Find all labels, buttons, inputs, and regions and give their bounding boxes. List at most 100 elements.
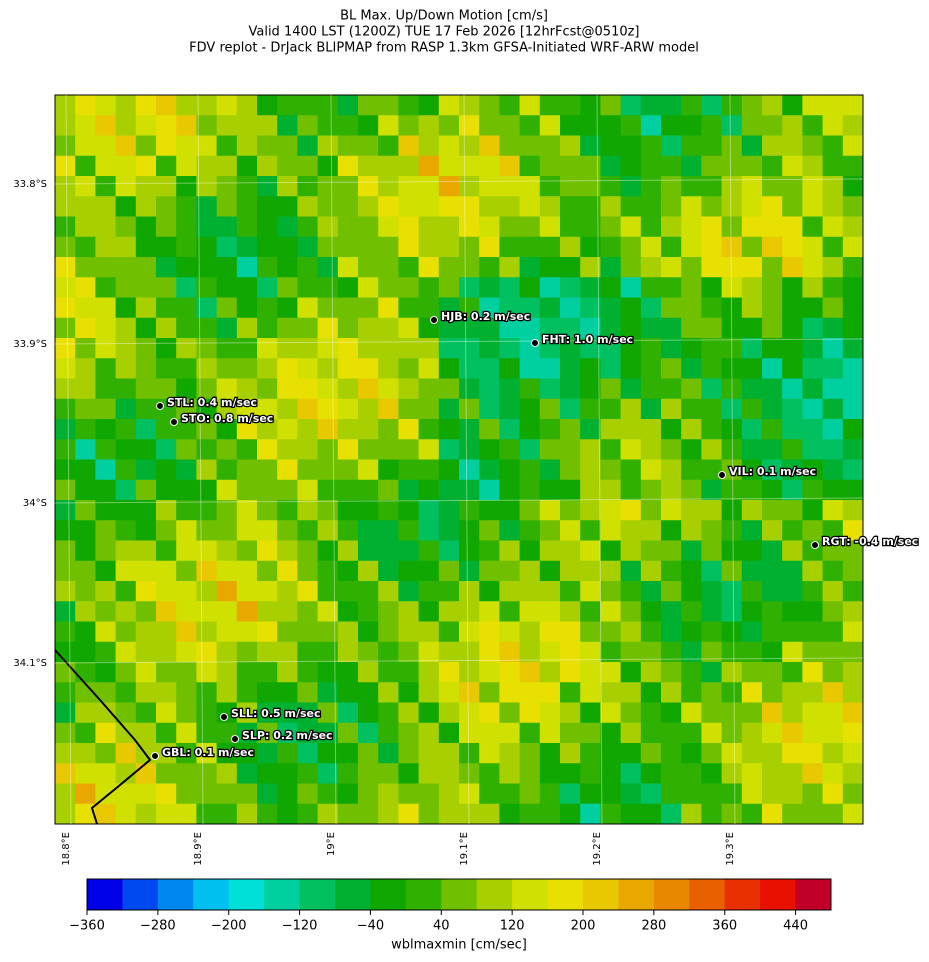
- map-cell: [762, 682, 783, 703]
- map-cell: [600, 682, 622, 703]
- map-cell: [115, 803, 137, 825]
- map-cell: [297, 682, 319, 703]
- map-cell: [600, 783, 622, 805]
- map-cell: [459, 803, 480, 825]
- map-cell: [216, 317, 238, 339]
- graticule: [463, 94, 470, 825]
- map-cell: [277, 763, 298, 784]
- map-cell: [661, 317, 682, 339]
- map-cell: [297, 783, 319, 805]
- map-cell: [701, 398, 723, 420]
- map-cell: [620, 722, 642, 744]
- map-cell: [762, 540, 783, 562]
- map-cell: [398, 398, 420, 420]
- map-cell: [196, 317, 218, 339]
- map-cell: [499, 338, 521, 359]
- map-cell: [75, 479, 96, 501]
- map-cell: [95, 601, 117, 622]
- map-cell: [459, 601, 480, 622]
- map-cell: [842, 722, 864, 744]
- map-cell: [95, 358, 117, 379]
- map-cell: [196, 297, 218, 319]
- map-cell: [358, 783, 379, 805]
- map-cell: [418, 722, 440, 744]
- map-cell: [297, 662, 319, 683]
- map-cell: [196, 459, 218, 481]
- map-cell: [459, 479, 480, 501]
- map-cell: [337, 702, 359, 724]
- map-cell: [297, 763, 319, 784]
- map-cell: [519, 419, 541, 440]
- map-cell: [176, 743, 197, 764]
- map-cell: [681, 196, 702, 217]
- map-cell: [95, 338, 117, 359]
- map-cell: [822, 216, 844, 238]
- map-cell: [681, 95, 702, 116]
- map-cell: [600, 398, 622, 420]
- map-cell: [741, 358, 763, 379]
- map-cell: [620, 702, 642, 724]
- map-cell: [721, 439, 743, 460]
- map-cell: [216, 621, 238, 643]
- map-cell: [822, 358, 844, 379]
- map-cell: [317, 155, 339, 177]
- map-cell: [378, 216, 399, 238]
- map-cell: [499, 196, 521, 217]
- map-cell: [499, 419, 521, 440]
- station-dot: [531, 339, 539, 347]
- station-label: HJB: 0.2 m/sec: [441, 310, 530, 323]
- colorbar-tick-label: 40: [433, 919, 450, 934]
- map-cell: [297, 176, 319, 197]
- map-cell: [560, 621, 581, 643]
- map-cell: [55, 540, 76, 562]
- map-cell: [95, 702, 117, 724]
- map-cell: [378, 540, 399, 562]
- map-cell: [115, 419, 137, 440]
- map-cell: [277, 277, 298, 298]
- map-cell: [378, 763, 399, 784]
- map-cell: [822, 682, 844, 703]
- map-cell: [236, 763, 258, 784]
- map-cell: [236, 743, 258, 764]
- map-cell: [75, 581, 96, 602]
- map-cell: [418, 540, 440, 562]
- map-cell: [257, 95, 278, 116]
- map-cell: [802, 419, 824, 440]
- map-cell: [418, 601, 440, 622]
- map-cell: [236, 803, 258, 825]
- map-cell: [418, 115, 440, 136]
- map-cell: [701, 419, 723, 440]
- map-cell: [640, 601, 662, 622]
- map-cell: [640, 641, 662, 663]
- map-cell: [358, 196, 379, 217]
- map-cell: [75, 803, 96, 825]
- map-cell: [661, 155, 682, 177]
- map-cell: [762, 520, 783, 541]
- map-cell: [438, 419, 460, 440]
- map-cell: [519, 155, 541, 177]
- map-cell: [802, 155, 824, 177]
- map-cell: [196, 155, 218, 177]
- map-cell: [560, 439, 581, 460]
- map-cell: [277, 135, 298, 157]
- map-cell: [519, 257, 541, 278]
- map-cell: [640, 236, 662, 258]
- station-label: STL: 0.4 m/sec: [167, 396, 257, 409]
- map-cell: [236, 115, 258, 136]
- map-cell: [560, 297, 581, 319]
- map-cell: [398, 317, 420, 339]
- map-cell: [176, 722, 197, 744]
- map-cell: [762, 763, 783, 784]
- map-cell: [539, 621, 561, 643]
- map-cell: [135, 560, 157, 582]
- map-cell: [681, 479, 702, 501]
- map-cell: [378, 722, 399, 744]
- map-cell: [721, 176, 743, 197]
- map-cell: [802, 257, 824, 278]
- map-cell: [661, 722, 682, 744]
- map-cell: [762, 135, 783, 157]
- map-cell: [358, 95, 379, 116]
- map-cell: [519, 176, 541, 197]
- map-cell: [277, 743, 298, 764]
- colorbar-swatch: [441, 879, 478, 910]
